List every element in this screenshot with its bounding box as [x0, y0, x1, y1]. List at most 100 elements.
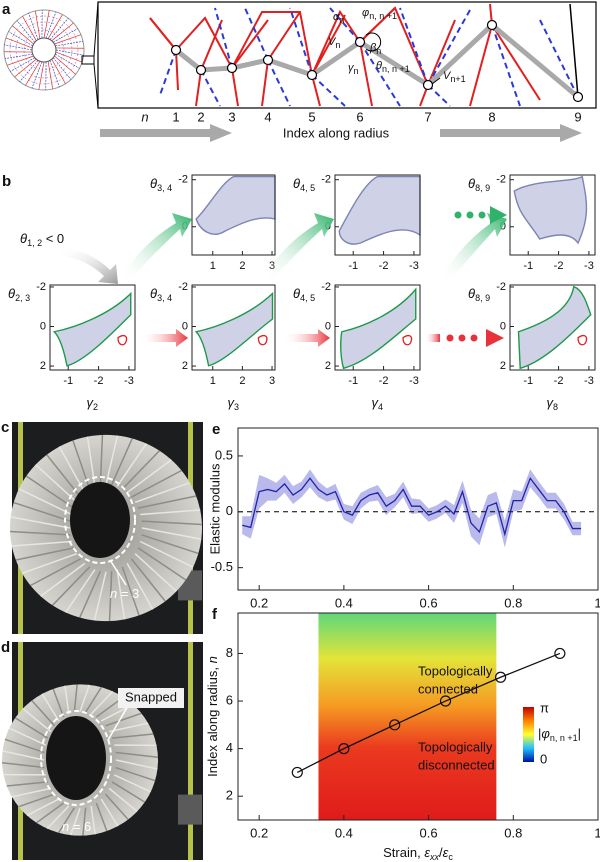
x-label-part: γ — [87, 395, 95, 410]
arrow-head — [486, 329, 504, 347]
facet — [116, 443, 148, 487]
x-tick-label: 3 — [269, 375, 275, 387]
disk-crease — [25, 61, 41, 86]
x-axis-label-part: ε — [443, 845, 449, 860]
colorbar-max: π — [540, 700, 549, 715]
y-label-part: 4, 5 — [300, 293, 315, 303]
x-label-part: γ — [228, 395, 236, 410]
disk-crease — [4, 53, 33, 60]
zoom-frame — [97, 1, 597, 109]
y-label-part: θ — [293, 286, 300, 301]
facet — [18, 793, 55, 808]
facet — [90, 805, 96, 835]
disk-sketch — [3, 1, 99, 109]
x-tick-label: 1 — [594, 595, 600, 610]
edge-line — [569, 3, 579, 98]
x-tick-label: 0.4 — [335, 595, 353, 610]
transition-arrow — [440, 213, 507, 280]
transition-arrow — [140, 329, 188, 347]
x-tick-label: 2 — [239, 375, 245, 387]
x-tick-label: 1 — [210, 375, 216, 387]
y-tick-label: 4 — [226, 740, 233, 755]
x-label: γ8 — [547, 395, 559, 412]
condition: θ1, 2 < 0 — [20, 231, 64, 248]
pointer — [431, 77, 441, 85]
index-label: 1 — [172, 109, 179, 124]
red-loop — [257, 334, 268, 346]
valley-fold — [289, 7, 313, 76]
facet — [131, 469, 182, 498]
disk-crease — [4, 44, 33, 51]
facet — [121, 450, 161, 490]
valley-fold — [329, 7, 361, 43]
facet — [36, 802, 65, 824]
facet — [112, 733, 154, 739]
phase-plot — [335, 175, 420, 255]
facet — [121, 566, 140, 616]
mountain-fold — [267, 11, 301, 61]
facet — [140, 509, 201, 516]
chain-node — [195, 64, 207, 76]
colorbar-label-part: n, n +1 — [550, 733, 578, 743]
y-label-part: θ — [150, 286, 157, 301]
radius-arrow — [440, 124, 582, 142]
facet — [6, 781, 48, 787]
angle-symbol: αn — [333, 11, 344, 25]
facet — [134, 481, 191, 504]
facet — [14, 717, 49, 739]
red-loop — [402, 334, 413, 346]
y-tick-label: 2 — [325, 360, 331, 372]
y-tick-label: -2 — [496, 174, 506, 186]
y-label: θ8, 9 — [468, 176, 490, 193]
x-label-part: γ — [372, 395, 380, 410]
x-tick-label: -1 — [63, 375, 73, 387]
feasible-region — [54, 294, 131, 366]
valley-fold — [539, 19, 579, 98]
y-label-part: 4, 5 — [300, 183, 315, 193]
y-label-part: 8, 9 — [475, 293, 490, 303]
disk-crease — [49, 18, 69, 40]
facet — [2, 750, 45, 761]
valley-fold — [214, 7, 233, 69]
facet — [137, 547, 187, 581]
y-tick-label: -2 — [321, 174, 331, 186]
facet — [31, 699, 56, 727]
y-label-part: θ — [150, 176, 157, 191]
annotation-part: n — [62, 819, 69, 834]
facet — [10, 516, 71, 529]
facet — [79, 684, 91, 712]
facet — [79, 570, 102, 618]
x-tick-label: 2 — [239, 260, 245, 272]
disk-crease — [5, 37, 33, 49]
chain-node — [306, 69, 318, 81]
disk-crease — [28, 12, 39, 40]
x-tick-label: -1 — [348, 375, 358, 387]
facet — [64, 685, 70, 715]
arrow-text: Index along radius — [283, 125, 390, 140]
y-tick-label: 0 — [325, 320, 331, 332]
disk-ring — [9, 15, 79, 85]
x-tick-label: -2 — [554, 375, 564, 387]
valley-fold — [311, 74, 346, 107]
ellipsis-dot — [446, 334, 454, 342]
y-tick-label: 2 — [500, 360, 506, 372]
facet — [8, 727, 47, 746]
facet — [93, 571, 107, 621]
facet — [1, 762, 45, 769]
transition-arrow — [425, 334, 440, 342]
valley-fold — [200, 69, 221, 107]
angle-symbol-part: β — [369, 42, 377, 54]
index-label: 2 — [197, 109, 204, 124]
region-label: disconnected — [418, 757, 495, 772]
facet — [52, 688, 65, 718]
valley-fold — [159, 49, 177, 96]
y-label-part: θ — [293, 176, 300, 191]
facet — [4, 738, 45, 754]
zoom-box — [81, 55, 95, 65]
disk-crease — [6, 55, 34, 66]
facet — [40, 562, 86, 597]
data-point — [291, 766, 303, 779]
y-label: θ4, 5 — [293, 176, 315, 193]
photo — [1, 642, 203, 860]
facet — [115, 751, 159, 758]
